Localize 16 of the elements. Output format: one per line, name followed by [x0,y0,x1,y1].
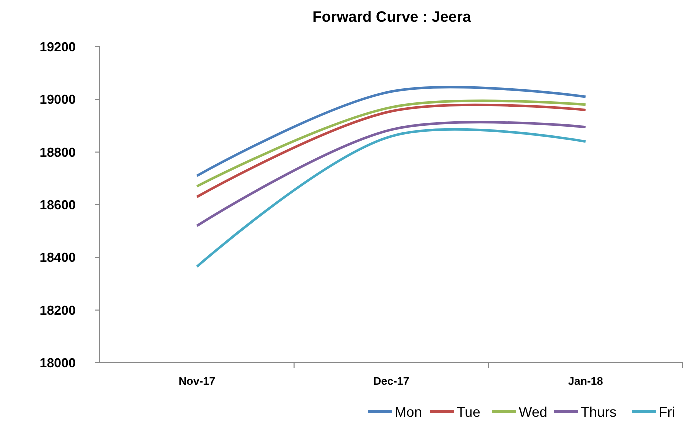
y-tick-label: 19000 [40,92,76,108]
legend-label: Fri [659,404,676,420]
legend-label: Wed [519,404,548,420]
x-tick-label: Dec-17 [373,376,410,388]
legend-label: Thurs [581,404,617,420]
y-tick-label: 19200 [40,40,76,55]
x-tick-label: Nov-17 [178,376,216,388]
y-tick-label: 18200 [40,302,76,318]
y-tick-label: 18400 [40,250,76,266]
chart-title: Forward Curve : Jeera [312,9,472,26]
y-tick-label: 18800 [40,144,76,160]
legend-label: Mon [395,404,422,420]
legend-label: Tue [457,404,481,420]
x-tick-label: Jan-18 [568,376,604,388]
y-tick-label: 18000 [40,356,76,371]
y-tick-label: 18600 [40,198,76,213]
